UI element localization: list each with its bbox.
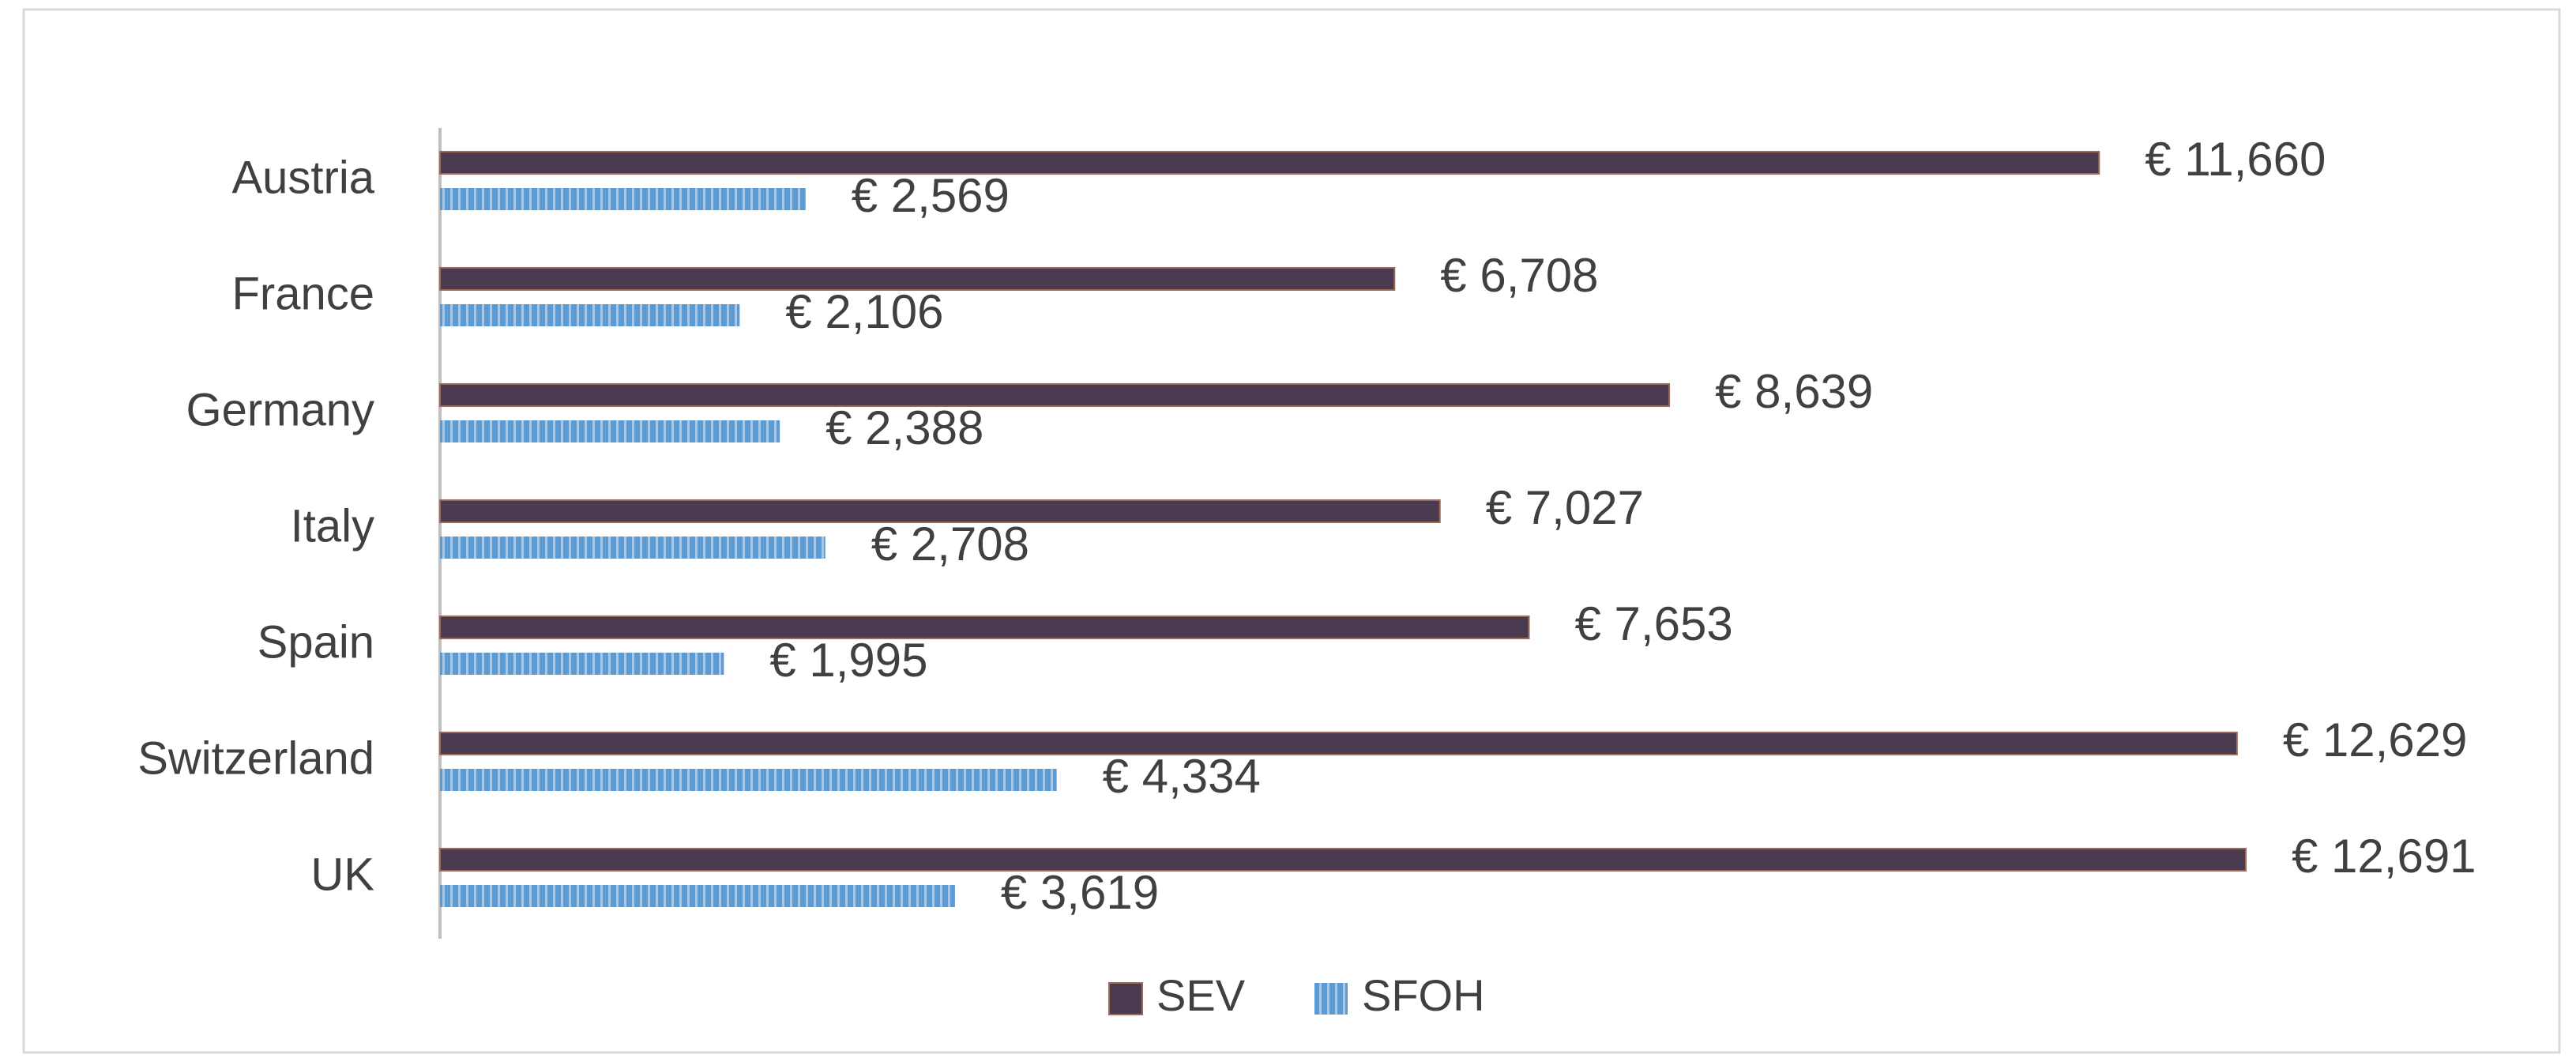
bar xyxy=(440,420,780,442)
bar xyxy=(439,616,1530,639)
bar xyxy=(440,188,806,210)
data-label: € 2,569 xyxy=(852,169,1010,222)
data-label: € 4,334 xyxy=(1103,750,1261,803)
bar xyxy=(440,769,1057,791)
bar xyxy=(439,848,2247,872)
data-label: € 2,388 xyxy=(825,401,983,454)
bar xyxy=(440,537,825,559)
bar xyxy=(440,885,955,907)
chart-frame xyxy=(22,8,2561,1054)
y-tick-label: Italy xyxy=(291,500,374,552)
data-label: € 7,653 xyxy=(1575,597,1733,650)
y-tick-label: France xyxy=(231,268,374,319)
data-label: € 11,660 xyxy=(2145,133,2326,186)
y-tick-label: Austria xyxy=(231,152,374,203)
bar xyxy=(439,267,1396,291)
data-label: € 3,619 xyxy=(1001,866,1159,919)
legend-swatch xyxy=(1314,983,1348,1015)
bar xyxy=(440,653,724,675)
data-label: € 12,629 xyxy=(2283,713,2468,766)
y-tick-label: Switzerland xyxy=(137,732,374,784)
bar xyxy=(439,383,1671,407)
data-label: € 1,995 xyxy=(769,634,927,687)
bar xyxy=(440,304,740,326)
legend-swatch xyxy=(1108,982,1143,1015)
bar xyxy=(439,151,2100,175)
y-tick-label: Spain xyxy=(258,616,374,668)
data-label: € 12,691 xyxy=(2292,830,2476,883)
data-label: € 2,106 xyxy=(785,285,943,338)
bar xyxy=(439,499,1441,523)
data-label: € 2,708 xyxy=(871,518,1029,570)
data-label: € 6,708 xyxy=(1440,249,1598,302)
legend-label: SEV xyxy=(1156,970,1246,1020)
data-label: € 7,027 xyxy=(1486,481,1644,534)
bar xyxy=(439,732,2238,755)
legend-label: SFOH xyxy=(1362,970,1485,1020)
data-label: € 8,639 xyxy=(1715,365,1873,418)
y-tick-label: Germany xyxy=(186,384,374,435)
y-tick-label: UK xyxy=(310,849,374,900)
